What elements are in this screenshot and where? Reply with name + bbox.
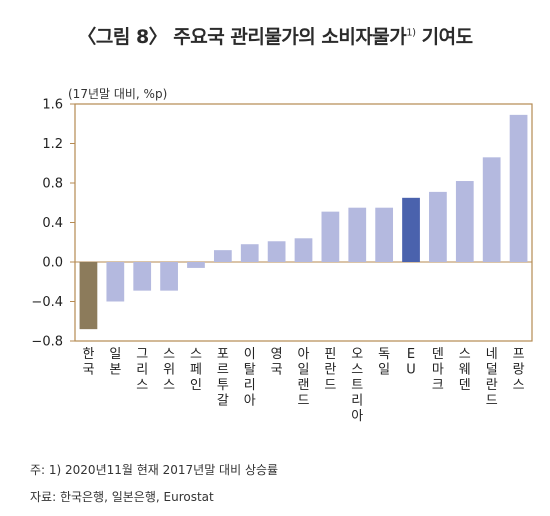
y-tick-label: −0.4	[31, 295, 63, 310]
y-tick-label: 0.8	[42, 177, 63, 192]
title-tail: 기여도	[415, 26, 473, 48]
bar	[213, 250, 232, 262]
y-tick-label: 1.6	[42, 98, 63, 113]
bar	[240, 244, 259, 262]
bar	[187, 262, 205, 268]
bar	[106, 262, 125, 302]
title-superscript: 1)	[406, 27, 416, 39]
bar	[375, 207, 394, 262]
bar	[79, 262, 98, 330]
bar	[482, 157, 501, 262]
bar	[160, 262, 178, 291]
bar	[267, 241, 286, 262]
y-tick-label: −0.8	[31, 335, 63, 350]
source-note: 자료: 한국은행, 일본은행, Eurostat	[30, 490, 214, 504]
y-tick-label: 0.4	[42, 216, 63, 231]
bar	[321, 211, 340, 262]
bar	[294, 238, 313, 262]
bar	[402, 197, 420, 262]
y-tick-label: 1.2	[42, 137, 63, 152]
bar	[348, 207, 367, 262]
bar	[455, 181, 474, 262]
bar	[509, 114, 528, 262]
unit-label: (17년말 대비, %p)	[68, 87, 168, 101]
chart-title: 〈그림 8〉 주요국 관리물가의 소비자물가1) 기여도	[0, 22, 550, 49]
bar	[133, 262, 152, 291]
y-tick-label: 0.0	[42, 256, 63, 271]
title-main: 〈그림 8〉 주요국 관리물가의 소비자물가	[77, 26, 407, 48]
footnote: 주: 1) 2020년11월 현재 2017년말 대비 상승률	[30, 463, 279, 477]
bar	[429, 191, 447, 262]
